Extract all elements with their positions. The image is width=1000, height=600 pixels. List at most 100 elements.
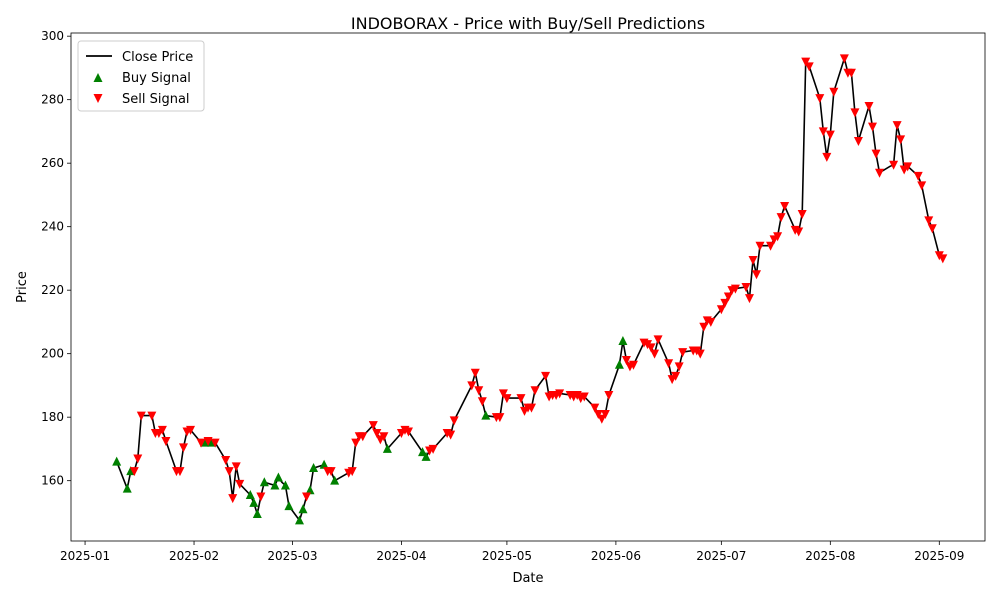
sell-signal-marker [495,413,505,423]
legend-sell-swatch [93,94,103,103]
x-tick-label: 2025-06 [591,549,641,563]
sell-signal-marker [903,162,913,172]
legend-label: Sell Signal [122,92,190,107]
sell-signal-marker [516,394,526,404]
sell-signal-marker [474,386,484,396]
sell-signal-marker [766,241,776,251]
buy-signal-marker [273,472,283,482]
series-layer [112,54,948,525]
y-tick-label: 200 [41,347,64,361]
sell-signal-marker [186,425,196,435]
x-axis-label: Date [512,571,543,586]
y-axis: 160 180 200 220 240 260 280 300 [41,29,71,488]
x-tick-label: 2025-01 [60,549,110,563]
sell-signal-marker [752,270,761,280]
y-tick-label: 180 [41,410,64,424]
buy-signal-marker [122,483,132,493]
buy-signal-marker [418,447,428,457]
sell-signal-marker [446,430,456,440]
sell-signal-marker [794,227,804,237]
y-tick-label: 280 [41,93,64,107]
sell-signal-marker [178,443,188,453]
sell-signal-marker [917,181,927,191]
sell-signal-marker [868,122,878,132]
legend-label: Buy Signal [122,71,191,86]
buy-signal-marker [284,501,294,511]
x-tick-label: 2025-04 [376,549,426,563]
sell-signal-marker [650,349,660,359]
sell-signal-marker [716,305,726,315]
sell-signal-marker [235,479,245,489]
sell-signal-marker [913,171,923,181]
sell-signal-marker [653,335,663,345]
x-tick-label: 2025-03 [267,549,317,563]
buy-signal-marker [305,485,315,495]
sell-signal-marker [133,454,143,464]
chart-title: INDOBORAX - Price with Buy/Sell Predicti… [351,14,705,33]
sell-signal-marker [628,360,638,370]
sell-signal-marker [470,368,480,378]
buy-signal-marker [252,509,262,519]
sell-signal-marker [706,317,716,327]
sell-signal-marker [671,371,681,381]
sell-signal-marker [748,256,758,266]
buy-signal-marker [245,489,255,499]
buy-signal-marker [259,477,269,487]
sell-signal-marker [136,411,146,421]
sell-signal-marker [846,68,856,78]
sell-signal-marker [358,432,368,442]
y-tick-label: 260 [41,156,64,170]
sell-signal-marker [555,389,565,399]
sell-signal-marker [351,438,361,448]
sell-signal-marker [924,216,934,226]
sell-signal-marker [871,149,881,159]
sell-signal-marker [379,432,389,442]
sell-signal-marker [161,436,171,446]
sell-signal-marker [231,462,241,472]
buy-signal-marker [421,451,431,461]
buy-signal-marker [280,480,290,490]
sell-signal-marker [527,403,537,413]
buy-signal-marker [309,462,319,472]
sell-signal-marker [850,108,860,118]
sell-signal-marker [502,394,512,404]
buy-signal-marker [319,459,329,469]
sell-signal-marker [590,403,600,413]
sell-signal-marker [221,456,231,466]
sell-signal-marker [175,467,185,477]
sell-signal-marker [477,397,487,407]
plot-background [71,33,985,541]
sell-signal-marker [646,343,656,353]
sell-signal-marker [875,168,885,178]
plot-area [70,32,986,542]
sell-signal-marker [864,102,874,112]
sell-signal-marker [449,416,459,426]
legend-label: Close Price [122,50,193,65]
sell-signal-marker [597,414,607,424]
sell-signal-marker [822,152,832,162]
sell-signal-marker [892,121,902,131]
buy-signal-marker [481,410,491,420]
y-tick-label: 160 [41,474,64,488]
buy-signal-marker [330,475,340,485]
legend-entries: Close Price Buy Signal Sell Signal [86,50,193,107]
sell-signal-marker [530,386,540,396]
buy-signal-marker [295,515,304,525]
sell-signal-marker [741,283,751,292]
sell-signal-marker [604,390,614,400]
sell-signal-marker [129,467,139,477]
sell-signal-marker [674,362,684,372]
y-axis-label: Price [15,271,30,303]
sell-signal-marker [818,127,828,137]
buy-signal-marker [382,443,392,453]
x-tick-label: 2025-07 [696,549,746,563]
sell-signal-marker [755,241,765,251]
sell-signal-marker [829,87,839,97]
buy-signal-marker [112,456,122,466]
sell-signal-marker [744,294,754,304]
x-tick-label: 2025-05 [482,549,532,563]
sell-signal-marker [664,359,674,369]
sell-signal-marker [621,356,631,366]
sell-signal-marker [541,371,551,381]
buy-signal-marker [298,504,308,514]
